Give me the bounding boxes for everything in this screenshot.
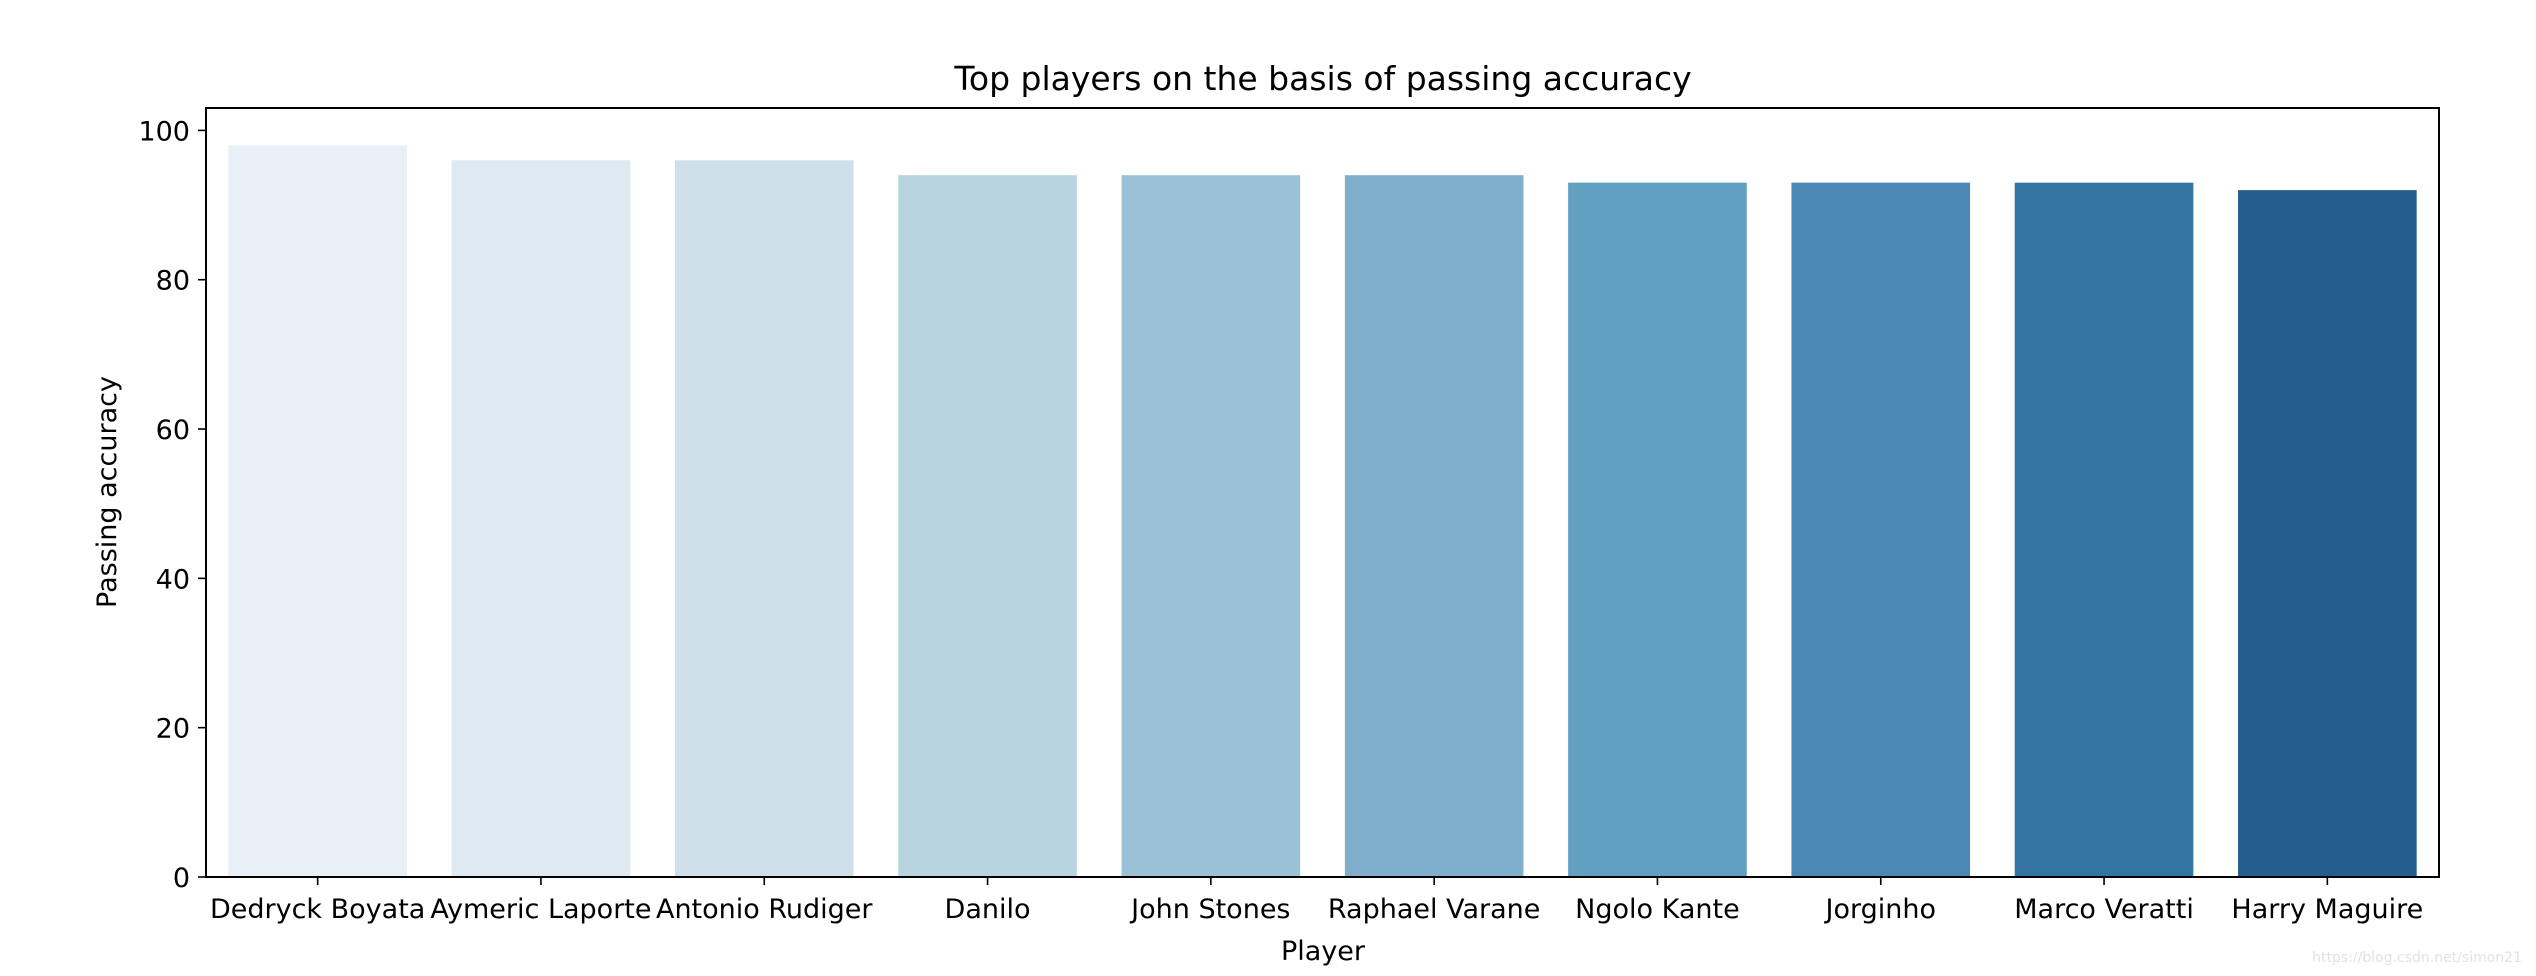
bar-jorginho	[1791, 182, 1971, 878]
y-tick-label: 0	[173, 863, 190, 894]
y-axis: 0 20 40 60 80 100	[138, 116, 206, 894]
bar-dedryck-boyata	[228, 145, 407, 878]
x-tick-label: John Stones	[1129, 894, 1290, 925]
bar-aymeric-laporte	[451, 160, 631, 877]
bars-group	[228, 145, 2417, 878]
x-tick-label: Antonio Rudiger	[656, 894, 873, 925]
bar-raphael-varane	[1344, 175, 1524, 878]
y-axis-label: Passing accuracy	[92, 376, 123, 608]
x-tick-label: Ngolo Kante	[1575, 894, 1740, 925]
bar-ngolo-kante	[1568, 182, 1747, 878]
x-tick-label: Dedryck Boyata	[210, 894, 425, 925]
y-tick-label: 60	[156, 415, 190, 446]
y-tick-label: 20	[156, 714, 190, 745]
plot-frame	[205, 107, 2440, 878]
x-tick-label: Raphael Varane	[1328, 894, 1541, 925]
bar-harry-maguire	[2238, 190, 2417, 877]
x-tick-label: Harry Maguire	[2231, 894, 2423, 925]
y-tick-label: 40	[156, 564, 190, 595]
x-axis: Dedryck Boyata Aymeric Laporte Antonio Rud…	[210, 877, 2423, 925]
x-tick-label: Aymeric Laporte	[430, 894, 651, 925]
watermark: https://blog.csdn.net/simon21	[2312, 950, 2522, 966]
x-tick-label: Jorginho	[1824, 894, 1937, 925]
bar-antonio-rudiger	[674, 160, 854, 877]
x-axis-label: Player	[1281, 936, 1366, 967]
bar-john-stones	[1121, 175, 1301, 878]
x-tick-label: Danilo	[945, 894, 1031, 925]
bar-danilo	[898, 175, 1077, 878]
bar-marco-veratti	[2014, 182, 2194, 878]
y-tick-label: 80	[156, 266, 190, 297]
chart-title: Top players on the basis of passing accu…	[953, 59, 1691, 98]
y-tick-label: 100	[138, 116, 190, 147]
x-tick-label: Marco Veratti	[2014, 894, 2194, 925]
